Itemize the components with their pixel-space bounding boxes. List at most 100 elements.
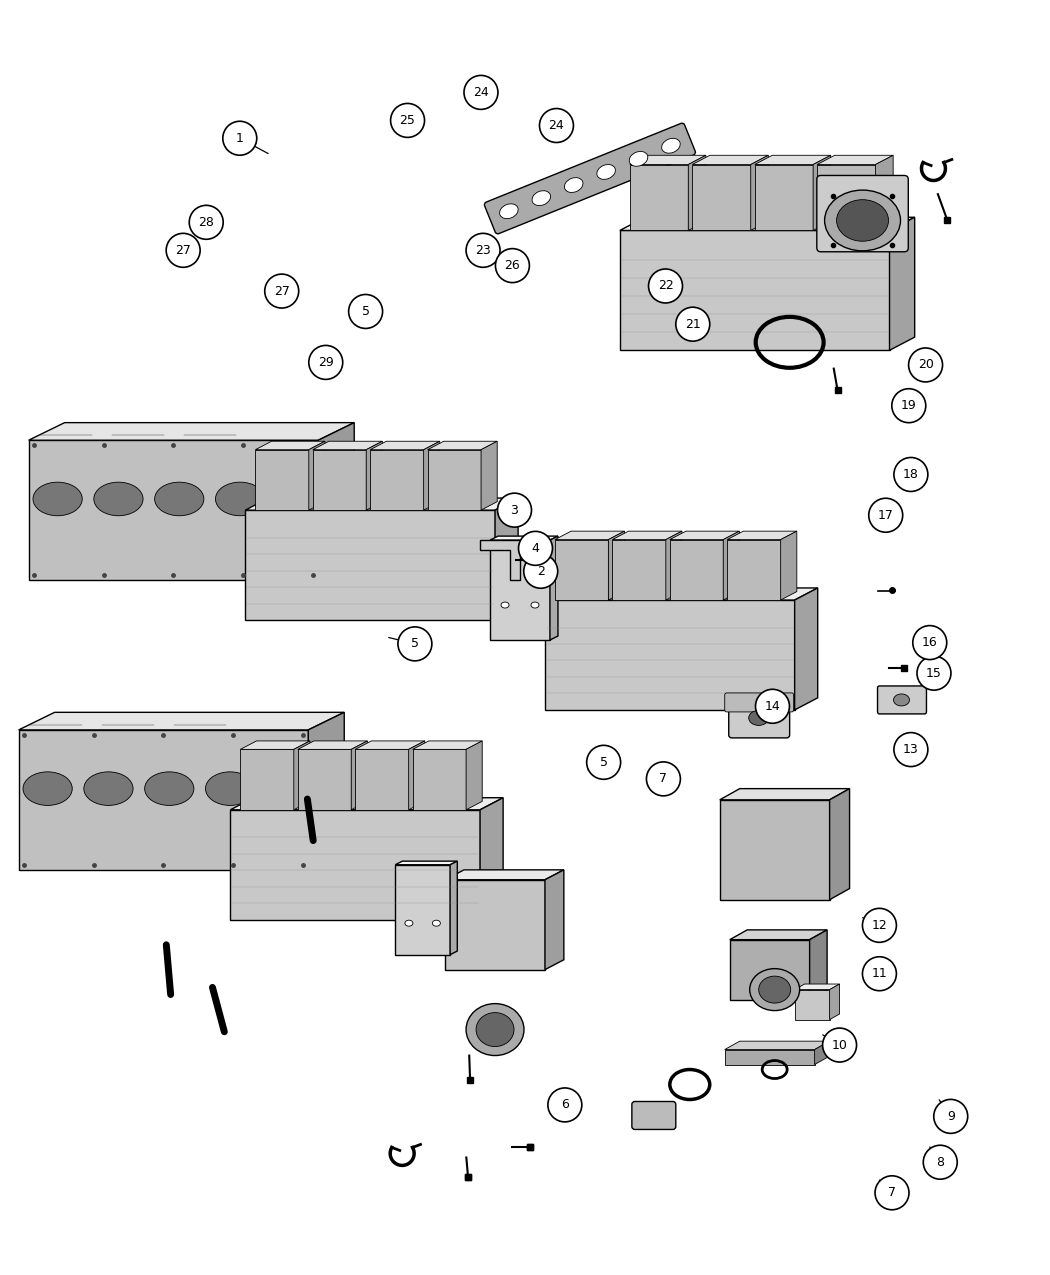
Polygon shape xyxy=(255,450,309,510)
Ellipse shape xyxy=(433,921,440,926)
Polygon shape xyxy=(830,789,849,900)
Polygon shape xyxy=(366,441,382,510)
Circle shape xyxy=(349,295,382,329)
Polygon shape xyxy=(355,750,408,810)
Polygon shape xyxy=(495,499,518,620)
Text: 6: 6 xyxy=(561,1099,569,1112)
Polygon shape xyxy=(466,741,482,810)
Polygon shape xyxy=(555,532,625,539)
Circle shape xyxy=(875,1176,909,1210)
Ellipse shape xyxy=(33,482,82,515)
Polygon shape xyxy=(255,441,324,450)
Text: 20: 20 xyxy=(918,358,933,371)
Text: 24: 24 xyxy=(548,119,564,133)
Circle shape xyxy=(649,269,682,303)
Circle shape xyxy=(519,532,552,565)
Text: 18: 18 xyxy=(903,468,919,481)
Polygon shape xyxy=(28,422,354,440)
Polygon shape xyxy=(19,713,344,729)
Polygon shape xyxy=(813,156,831,231)
Polygon shape xyxy=(730,929,827,940)
Text: 13: 13 xyxy=(903,743,919,756)
Circle shape xyxy=(548,1088,582,1122)
Polygon shape xyxy=(352,741,367,810)
Polygon shape xyxy=(298,750,352,810)
Polygon shape xyxy=(318,422,354,580)
Text: 19: 19 xyxy=(901,399,917,412)
Polygon shape xyxy=(830,984,840,1020)
Polygon shape xyxy=(795,989,830,1020)
Polygon shape xyxy=(423,441,440,510)
Text: 23: 23 xyxy=(476,244,491,256)
Polygon shape xyxy=(555,539,608,601)
Text: 11: 11 xyxy=(872,968,887,980)
Circle shape xyxy=(189,205,224,240)
Text: 26: 26 xyxy=(505,259,521,272)
Polygon shape xyxy=(298,741,368,750)
Polygon shape xyxy=(395,861,458,864)
Polygon shape xyxy=(313,441,382,450)
Polygon shape xyxy=(490,536,558,541)
Ellipse shape xyxy=(93,482,143,515)
Circle shape xyxy=(524,555,558,588)
Text: 12: 12 xyxy=(872,919,887,932)
Polygon shape xyxy=(480,798,503,919)
Ellipse shape xyxy=(500,204,519,218)
Polygon shape xyxy=(620,217,915,231)
Polygon shape xyxy=(612,539,666,601)
Text: 27: 27 xyxy=(274,284,290,297)
Text: 9: 9 xyxy=(947,1109,954,1123)
Circle shape xyxy=(917,657,951,690)
Polygon shape xyxy=(246,510,495,620)
Polygon shape xyxy=(427,450,481,510)
Text: 14: 14 xyxy=(764,700,780,713)
Polygon shape xyxy=(755,164,813,231)
Circle shape xyxy=(223,121,257,156)
Polygon shape xyxy=(240,741,310,750)
Polygon shape xyxy=(313,450,366,510)
Polygon shape xyxy=(692,156,769,164)
Circle shape xyxy=(391,103,424,138)
Polygon shape xyxy=(246,499,518,510)
Polygon shape xyxy=(413,741,482,750)
Text: 16: 16 xyxy=(922,636,938,649)
Text: 27: 27 xyxy=(175,244,191,256)
Polygon shape xyxy=(719,799,830,900)
FancyBboxPatch shape xyxy=(729,697,790,738)
Polygon shape xyxy=(724,1049,815,1065)
Polygon shape xyxy=(240,750,294,810)
Text: 25: 25 xyxy=(400,113,416,128)
Text: 1: 1 xyxy=(236,131,244,145)
Circle shape xyxy=(862,908,897,942)
Ellipse shape xyxy=(837,200,888,241)
Polygon shape xyxy=(445,880,545,970)
Polygon shape xyxy=(817,156,894,164)
Polygon shape xyxy=(876,156,894,231)
Circle shape xyxy=(464,75,498,110)
Ellipse shape xyxy=(215,482,265,515)
Polygon shape xyxy=(355,741,425,750)
Polygon shape xyxy=(371,450,423,510)
Polygon shape xyxy=(630,164,689,231)
Ellipse shape xyxy=(750,969,800,1011)
Polygon shape xyxy=(728,532,797,539)
Polygon shape xyxy=(724,1042,830,1049)
Text: 5: 5 xyxy=(600,756,608,769)
Circle shape xyxy=(868,499,903,532)
Polygon shape xyxy=(408,741,425,810)
Circle shape xyxy=(894,733,928,766)
Circle shape xyxy=(466,233,500,268)
Ellipse shape xyxy=(501,602,509,608)
Circle shape xyxy=(540,108,573,143)
Circle shape xyxy=(496,249,529,283)
Text: 2: 2 xyxy=(537,565,545,578)
Polygon shape xyxy=(666,532,681,601)
Circle shape xyxy=(265,274,298,309)
Ellipse shape xyxy=(894,694,909,706)
Circle shape xyxy=(923,1145,958,1179)
Circle shape xyxy=(398,627,432,660)
Circle shape xyxy=(894,458,928,491)
Polygon shape xyxy=(608,532,625,601)
Polygon shape xyxy=(670,539,723,601)
Polygon shape xyxy=(545,870,564,970)
